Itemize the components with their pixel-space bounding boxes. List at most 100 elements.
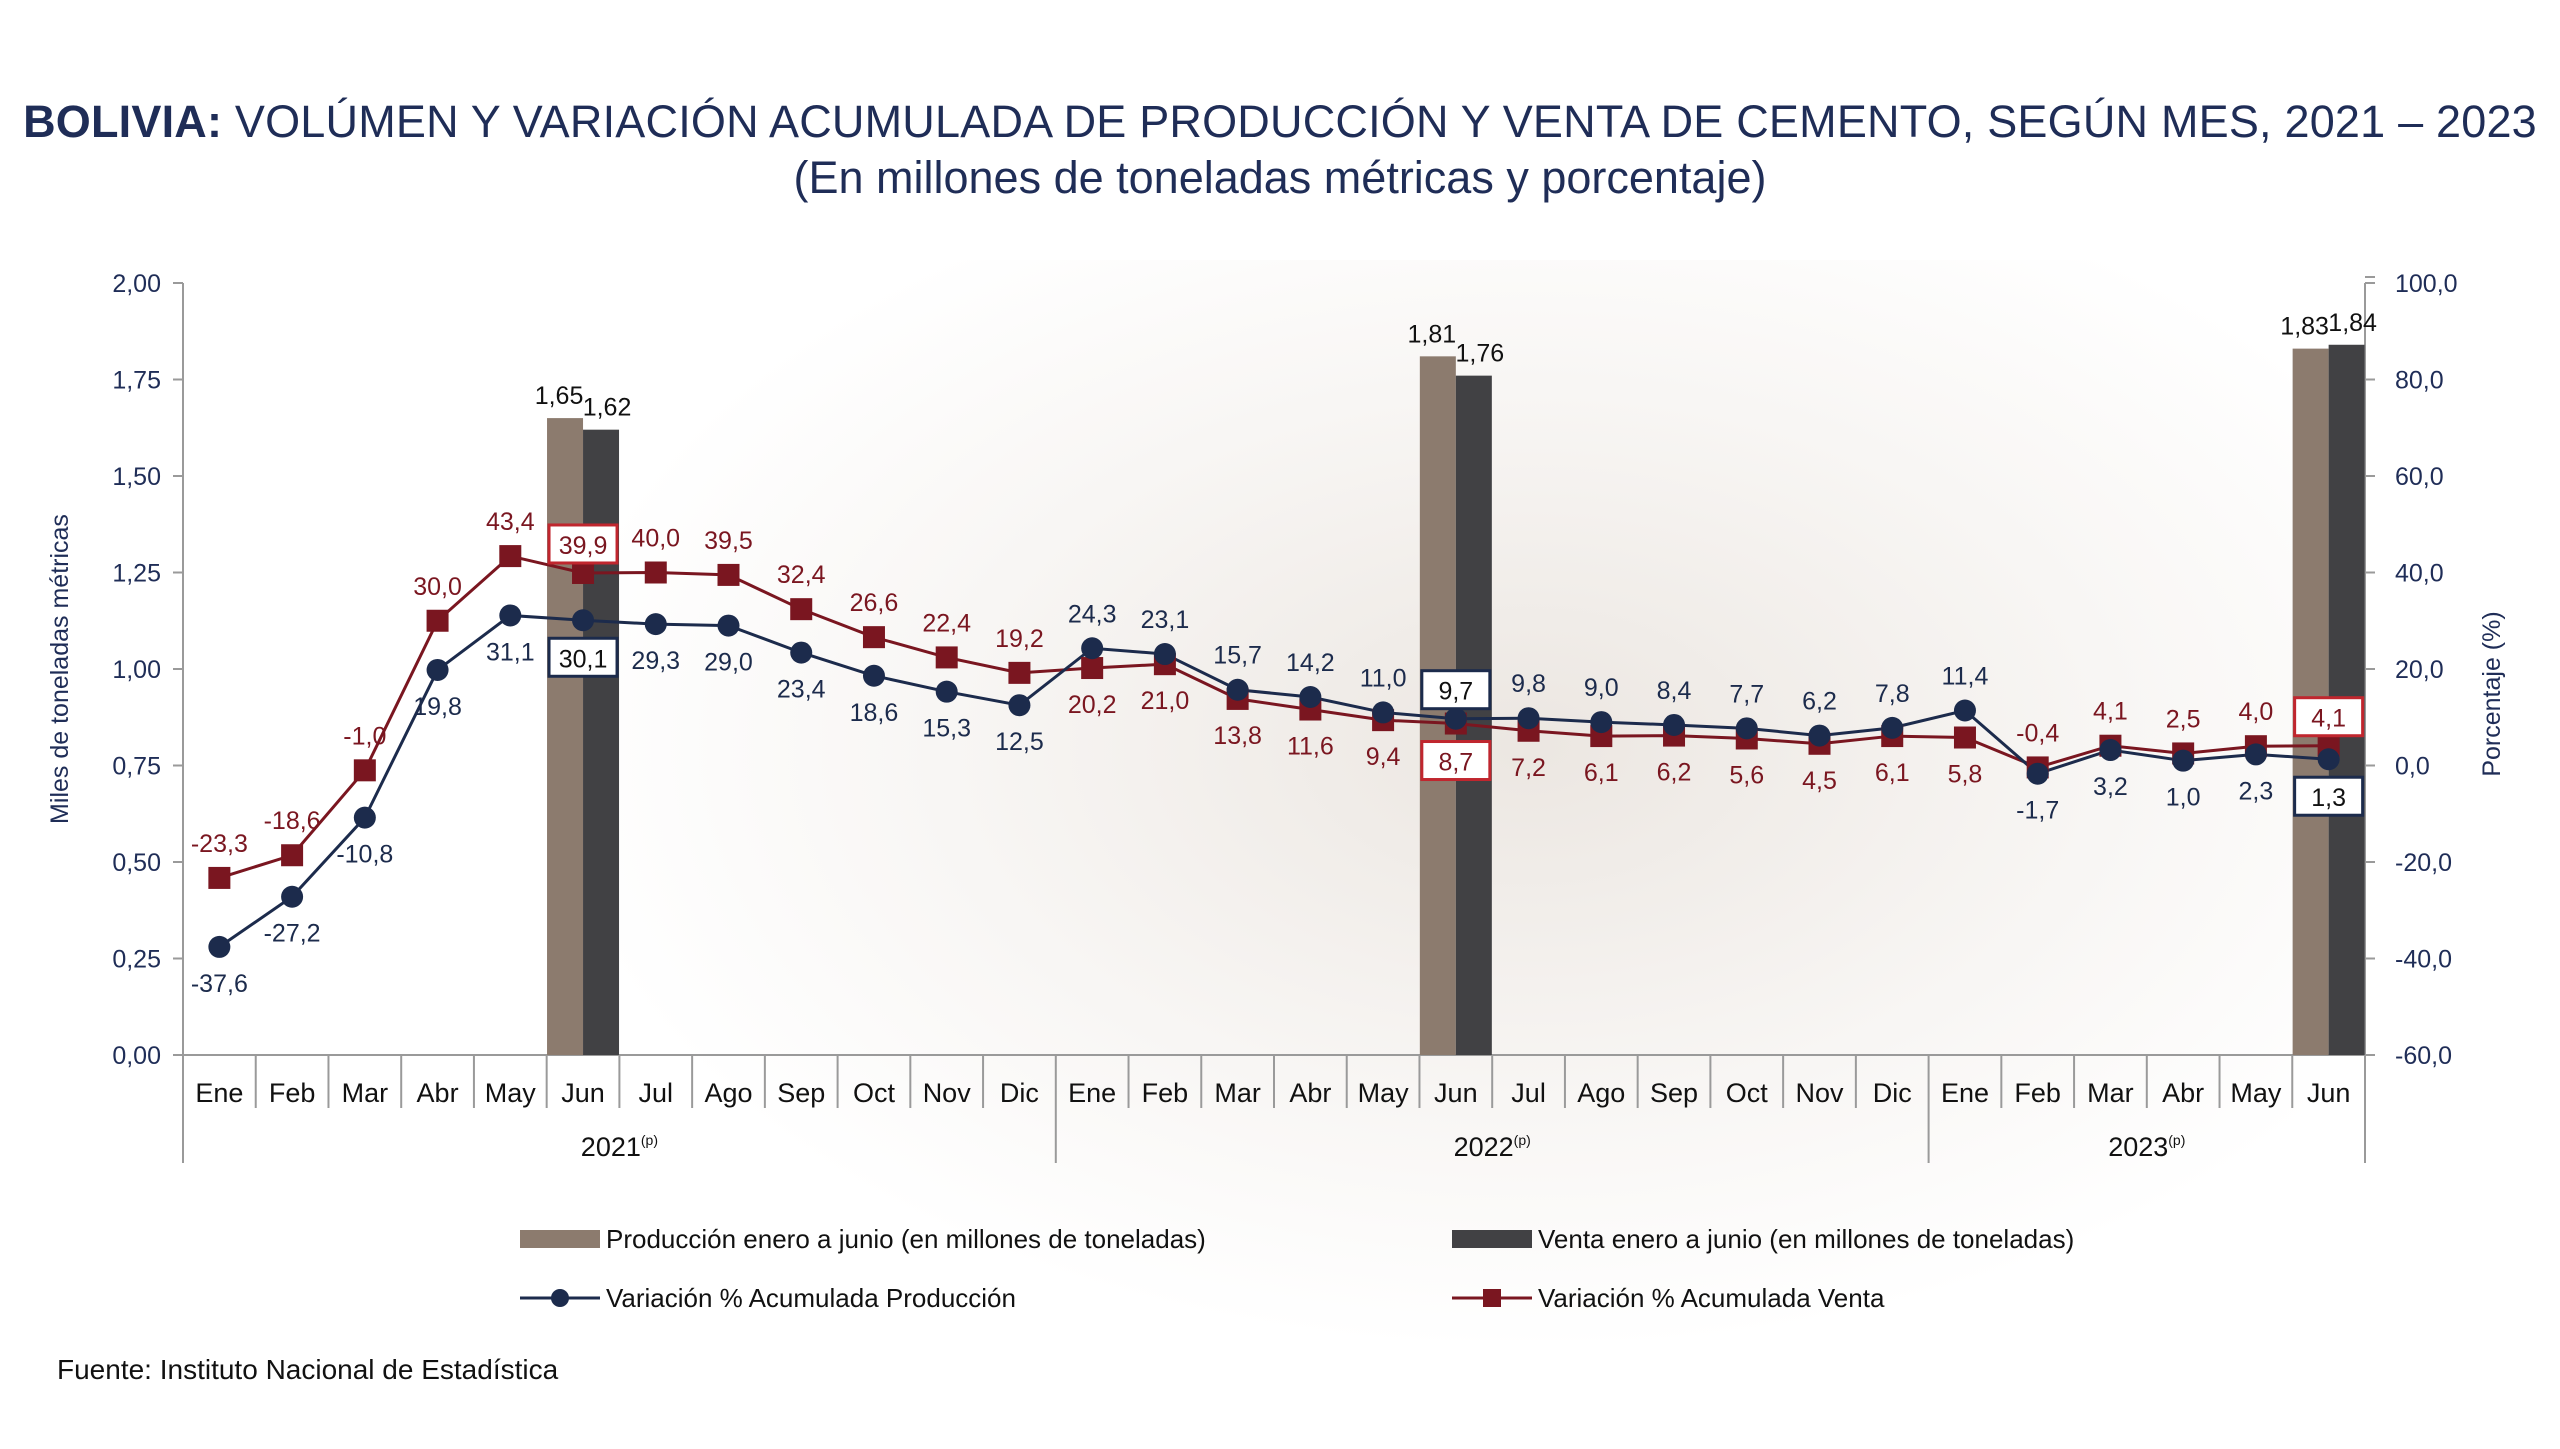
category-label: Abr — [2162, 1078, 2204, 1108]
category-label: Jun — [561, 1078, 605, 1108]
production-bar — [547, 418, 584, 1056]
production-bar-label: 1,83 — [2280, 313, 2329, 341]
production-marker — [1008, 694, 1031, 717]
sales-marker — [644, 561, 667, 584]
category-label: Jun — [2307, 1078, 2351, 1108]
sales-value-label: 26,6 — [850, 589, 899, 617]
category-label: Feb — [269, 1078, 316, 1108]
sales-value-label: 6,2 — [1657, 759, 1692, 787]
sales-value-label: -1,0 — [343, 722, 386, 750]
year-label: 2023(p) — [2108, 1132, 2185, 1162]
sales-marker — [353, 759, 376, 782]
left-axis-title: Miles de toneladas métricas — [46, 514, 74, 824]
production-value-box — [2293, 775, 2365, 817]
production-value-label: -27,2 — [264, 920, 321, 948]
chart-title: BOLIVIA: VOLÚMEN Y VARIACIÓN ACUMULADA D… — [0, 96, 2560, 204]
production-marker — [790, 641, 813, 664]
sales-bar-label: 1,84 — [2328, 309, 2377, 337]
sales-marker — [572, 561, 595, 584]
sales-marker — [1953, 726, 1976, 749]
legend-sales-line-label: Variación % Acumulada Venta — [1538, 1283, 1885, 1313]
chart-subtitle: (En millones de toneladas métricas y por… — [793, 152, 1767, 203]
production-marker — [208, 935, 231, 958]
sales-value-label: 32,4 — [777, 561, 826, 589]
legend-production-line-label: Variación % Acumulada Producción — [606, 1283, 1016, 1313]
production-value-label: 6,2 — [1802, 688, 1837, 716]
sales-value-label: -18,6 — [264, 807, 321, 835]
production-marker — [1299, 685, 1322, 708]
sales-value-box — [547, 523, 619, 565]
left-tick-label: 0,75 — [112, 753, 161, 781]
production-value-label: -1,7 — [2016, 797, 2059, 825]
source-note: Fuente: Instituto Nacional de Estadístic… — [57, 1354, 559, 1385]
production-value-label: 7,7 — [1729, 680, 1764, 708]
production-value-label: 31,1 — [486, 638, 535, 666]
production-marker — [1663, 713, 1686, 736]
sales-value-label: 40,0 — [631, 525, 680, 553]
production-value-box — [547, 636, 619, 678]
production-value-label: 2,3 — [2239, 777, 2274, 805]
sales-value-label: 11,6 — [1287, 733, 1334, 761]
production-value-label: 23,1 — [1141, 606, 1190, 634]
right-tick-label: 100,0 — [2395, 270, 2458, 298]
sales-value-label: -23,3 — [191, 830, 248, 858]
category-label: Jul — [1511, 1078, 1546, 1108]
production-value-label: 11,0 — [1360, 664, 1407, 692]
left-tick-label: 1,00 — [112, 656, 161, 684]
production-bar-label: 1,81 — [1407, 320, 1456, 348]
category-label: Feb — [2014, 1078, 2061, 1108]
production-value-label: 30,1 — [559, 645, 608, 673]
production-marker — [717, 614, 740, 637]
production-marker — [572, 609, 595, 632]
sales-bar — [583, 429, 620, 1055]
sales-marker — [1008, 661, 1031, 684]
production-marker — [1517, 707, 1540, 730]
category-label: May — [1358, 1078, 1410, 1108]
sales-value-label: 4,1 — [2093, 698, 2128, 726]
category-label: Sep — [1650, 1078, 1698, 1108]
production-marker — [1444, 707, 1467, 730]
production-marker — [862, 664, 885, 687]
production-marker — [1226, 678, 1249, 701]
sales-marker — [717, 563, 740, 586]
production-marker — [2317, 748, 2340, 771]
right-tick-label: -60,0 — [2395, 1042, 2452, 1070]
left-tick-label: 0,00 — [112, 1042, 161, 1070]
sales-marker — [862, 626, 885, 649]
category-label: Mar — [2087, 1078, 2134, 1108]
production-marker — [281, 885, 304, 908]
legend-sales-bar-swatch — [1452, 1230, 1532, 1248]
left-tick-label: 2,00 — [112, 270, 161, 298]
production-marker — [1590, 711, 1613, 734]
category-label: Ene — [1941, 1078, 1989, 1108]
production-value-label: 9,0 — [1584, 674, 1619, 702]
production-marker — [1153, 643, 1176, 666]
sales-marker — [426, 609, 449, 632]
sales-value-label: 13,8 — [1213, 722, 1262, 750]
sales-value-label: 2,5 — [2166, 705, 2201, 733]
production-variation-line — [218, 613, 2329, 949]
sales-value-label: 30,0 — [413, 573, 462, 601]
left-tick-label: 1,75 — [112, 367, 161, 395]
sales-value-label: 4,5 — [1802, 767, 1837, 795]
production-value-label: 12,5 — [995, 728, 1044, 756]
production-value-label: 3,2 — [2093, 773, 2128, 801]
production-value-label: 7,8 — [1875, 680, 1910, 708]
legend-production-bar-swatch — [520, 1230, 600, 1248]
production-value-label: 18,6 — [850, 699, 899, 727]
production-value-label: 1,0 — [2166, 784, 2201, 812]
title-bold: BOLIVIA: — [23, 96, 223, 147]
sales-bar-label: 1,76 — [1455, 340, 1504, 368]
category-label: Jul — [639, 1078, 674, 1108]
sales-marker — [790, 598, 813, 621]
production-value-label: 9,7 — [1438, 678, 1473, 706]
production-value-label: 11,4 — [1942, 662, 1989, 690]
production-value-label: 29,3 — [631, 647, 680, 675]
category-label: Dic — [1873, 1078, 1912, 1108]
sales-value-box — [2293, 696, 2365, 738]
production-value-label: 15,3 — [922, 715, 971, 743]
left-tick-label: 1,50 — [112, 463, 161, 491]
production-marker — [1953, 699, 1976, 722]
production-marker — [1881, 716, 1904, 739]
